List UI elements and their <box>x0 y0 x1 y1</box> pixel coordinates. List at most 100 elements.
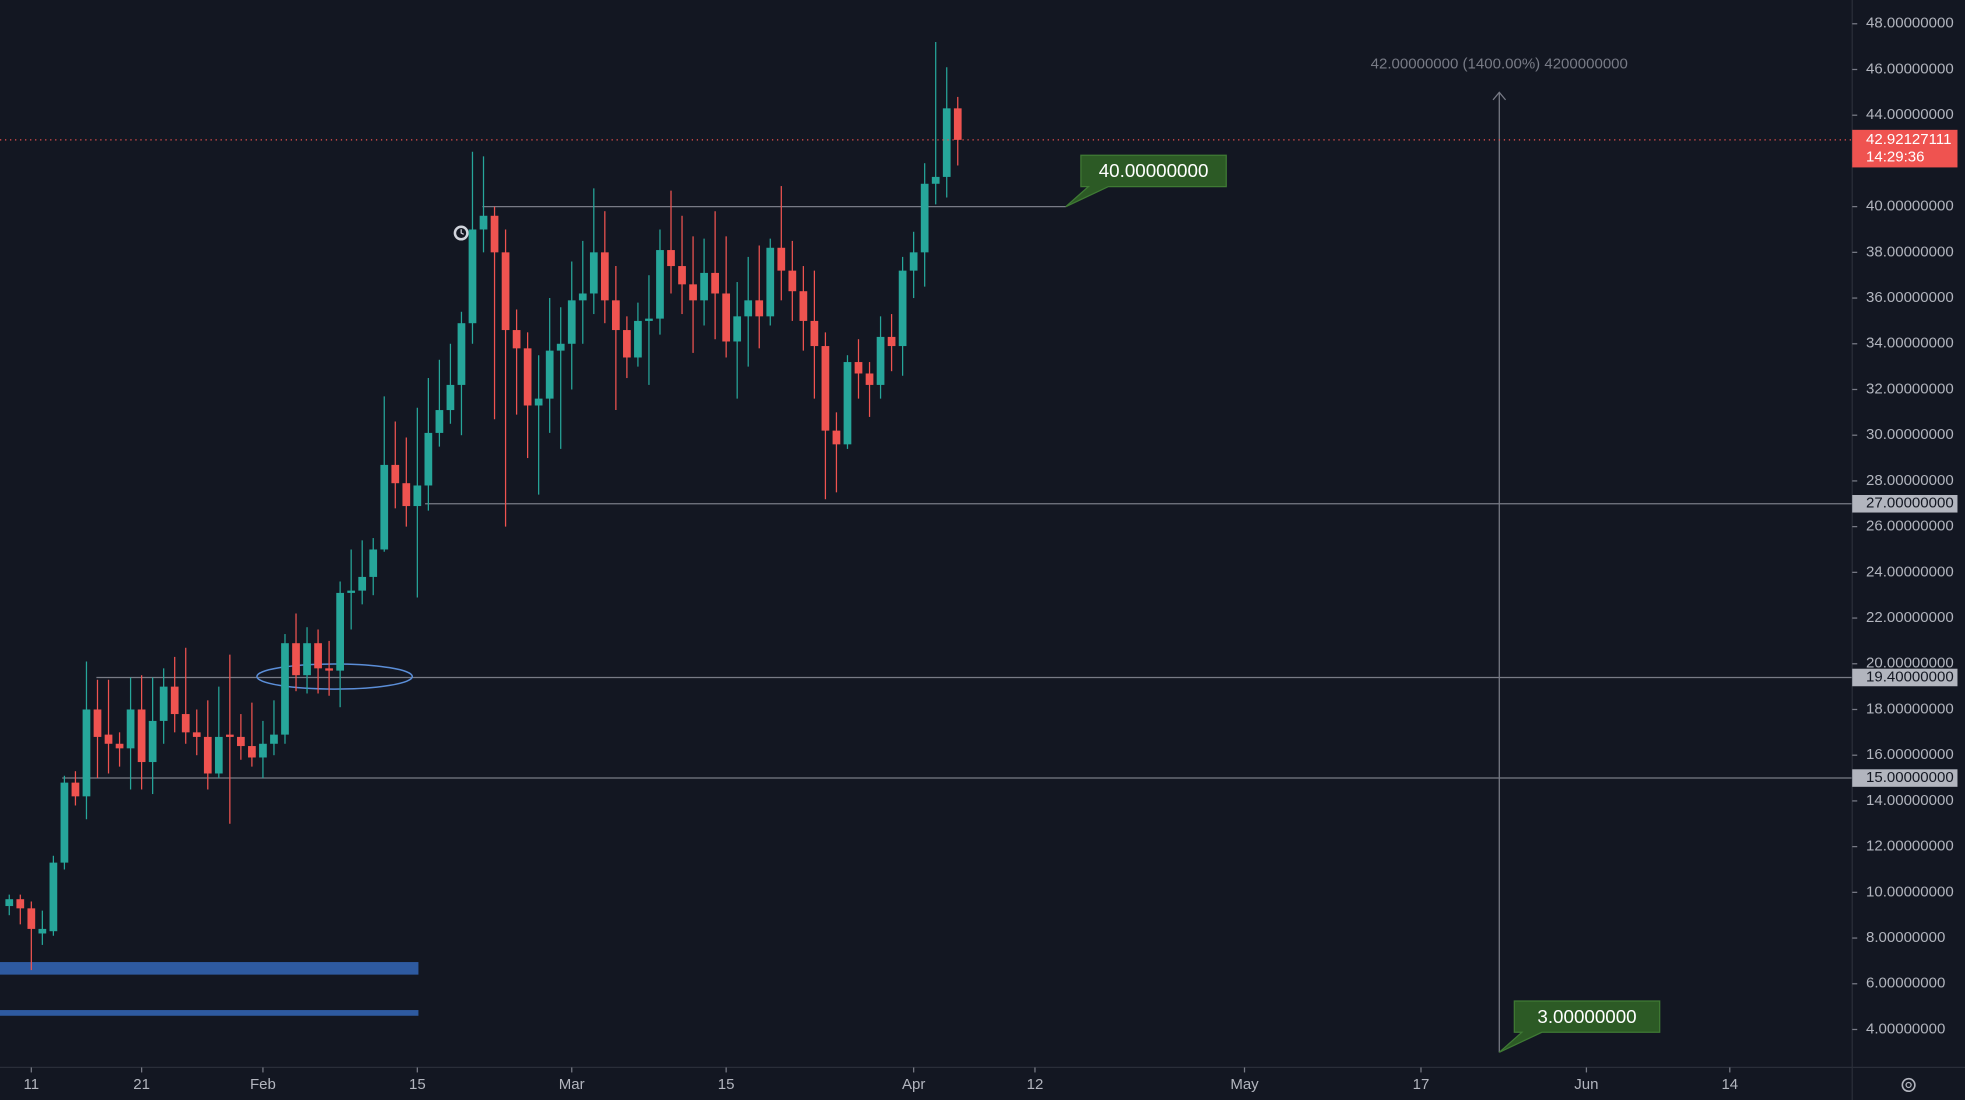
last-price-label: 42.92127111 <box>1866 131 1951 148</box>
x-tick-label: Apr <box>902 1076 925 1093</box>
candle-body <box>545 350 554 399</box>
candle-body <box>5 899 14 907</box>
y-tick-label: 28.00000000 <box>1866 472 1954 489</box>
highlight-ellipse <box>256 663 414 690</box>
candle-body <box>115 743 124 749</box>
candle-body <box>126 709 135 749</box>
zone <box>0 1010 419 1016</box>
candle-body <box>336 592 344 671</box>
y-tick-label: 40.00000000 <box>1866 198 1954 215</box>
y-tick-label: 22.00000000 <box>1866 609 1954 626</box>
y-tick-label: 36.00000000 <box>1866 289 1954 306</box>
candle-body <box>38 928 47 934</box>
candle-body <box>578 293 587 301</box>
candle-body <box>358 576 367 591</box>
candle-body <box>104 734 113 744</box>
x-tick-label: 15 <box>409 1076 426 1093</box>
candle-body <box>159 686 168 721</box>
candle-body <box>369 549 378 577</box>
candle-body <box>27 908 36 929</box>
y-tick-label: 34.00000000 <box>1866 335 1954 352</box>
x-tick-label: 12 <box>1027 1076 1044 1093</box>
y-tick-label: 14.00000000 <box>1866 792 1954 809</box>
y-tick-label: 20.00000000 <box>1866 655 1954 672</box>
candle-body <box>865 373 874 385</box>
candle-body <box>148 720 157 763</box>
candle-body <box>667 250 675 267</box>
candle-body <box>832 430 841 445</box>
candle-body <box>203 736 212 774</box>
candle-body <box>512 330 521 349</box>
axes-layer: 4.00000000 6.00000000 8.00000000 10.0000000… <box>24 15 1954 1093</box>
candle-body <box>788 270 797 292</box>
alarm-icon <box>453 225 469 241</box>
alarm-hands <box>460 229 464 235</box>
y-tick-label: 44.00000000 <box>1866 106 1954 123</box>
candle-body <box>589 252 598 294</box>
candle-body <box>490 215 499 253</box>
candle-body <box>700 272 708 301</box>
x-tick-label: Feb <box>250 1076 276 1093</box>
y-tick-label: 16.00000000 <box>1866 746 1954 763</box>
y-tick-label: 32.00000000 <box>1866 380 1954 397</box>
candle-body <box>380 464 389 550</box>
candle-body <box>843 362 852 445</box>
candle-body <box>137 709 146 763</box>
x-tick-label: 17 <box>1413 1076 1430 1093</box>
candle-body <box>722 293 731 342</box>
candle-body <box>887 336 896 347</box>
y-tick-label: 38.00000000 <box>1866 243 1954 260</box>
candle-body <box>479 215 488 230</box>
candle-body <box>181 714 190 733</box>
measure-callout-box <box>1498 1000 1661 1053</box>
candle-body <box>744 300 753 317</box>
y-tick-label: 6.00000000 <box>1866 975 1945 992</box>
measure-arrowhead <box>1492 91 1507 101</box>
candle-body <box>225 734 234 737</box>
candle-body <box>281 643 289 735</box>
candle-body <box>60 782 69 863</box>
candle-body <box>468 229 477 324</box>
candle-body <box>799 291 808 321</box>
candle-body <box>689 284 697 301</box>
x-tick-label: 11 <box>24 1076 40 1093</box>
candle-body <box>457 323 466 385</box>
last-price-tag <box>1852 129 1958 168</box>
candle-body <box>347 590 356 593</box>
candle-body <box>270 734 278 744</box>
y-tick-label: 30.00000000 <box>1866 426 1954 443</box>
candle-body <box>612 300 620 331</box>
candle-body <box>82 709 91 797</box>
x-tick-label: May <box>1230 1076 1259 1093</box>
candle-body <box>920 183 929 253</box>
settings-gear[interactable] <box>1901 1077 1916 1093</box>
candle-body <box>71 782 80 797</box>
candle-body <box>170 686 179 715</box>
level-tag-label: 15.00000000 <box>1866 769 1954 786</box>
candle-body <box>93 709 102 737</box>
candle-body <box>953 108 962 140</box>
candle-body <box>292 643 300 676</box>
y-tick-label: 10.00000000 <box>1866 883 1954 900</box>
candle-body <box>424 432 433 486</box>
candle-body <box>435 410 444 433</box>
candle-body <box>854 362 863 374</box>
settings-button[interactable] <box>1901 1077 1916 1093</box>
candle-body <box>678 266 686 285</box>
level-tag-label: 19.40000000 <box>1866 668 1954 685</box>
candle-body <box>645 318 653 321</box>
candle-body <box>523 348 532 406</box>
candle-body <box>259 743 267 758</box>
candle-body <box>656 250 664 319</box>
settings-gear-hub[interactable] <box>1905 1081 1912 1089</box>
last-price-countdown: 14:29:36 <box>1866 148 1924 165</box>
x-tick-label: Jun <box>1574 1076 1598 1093</box>
level-tag <box>1852 668 1958 687</box>
candle-body <box>942 108 951 177</box>
level-callout-box <box>1065 154 1227 208</box>
candle-body <box>556 343 565 351</box>
y-tick-label: 48.00000000 <box>1866 15 1954 32</box>
